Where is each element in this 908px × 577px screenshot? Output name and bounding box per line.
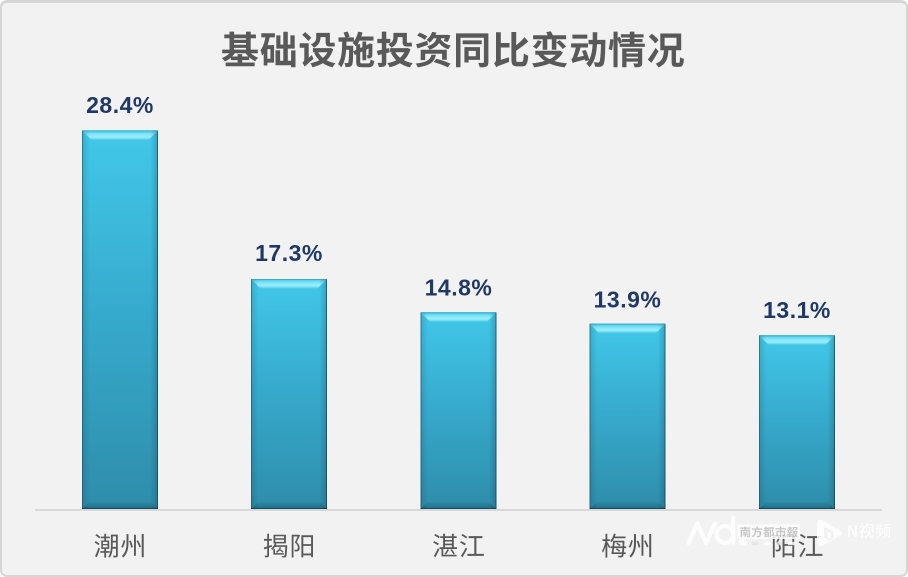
svg-text:28.4%: 28.4% bbox=[86, 92, 154, 118]
svg-text:14.8%: 14.8% bbox=[425, 275, 493, 301]
svg-text:13.9%: 13.9% bbox=[594, 287, 662, 313]
svg-text:13.1%: 13.1% bbox=[763, 297, 831, 323]
svg-text:17.3%: 17.3% bbox=[255, 240, 323, 266]
